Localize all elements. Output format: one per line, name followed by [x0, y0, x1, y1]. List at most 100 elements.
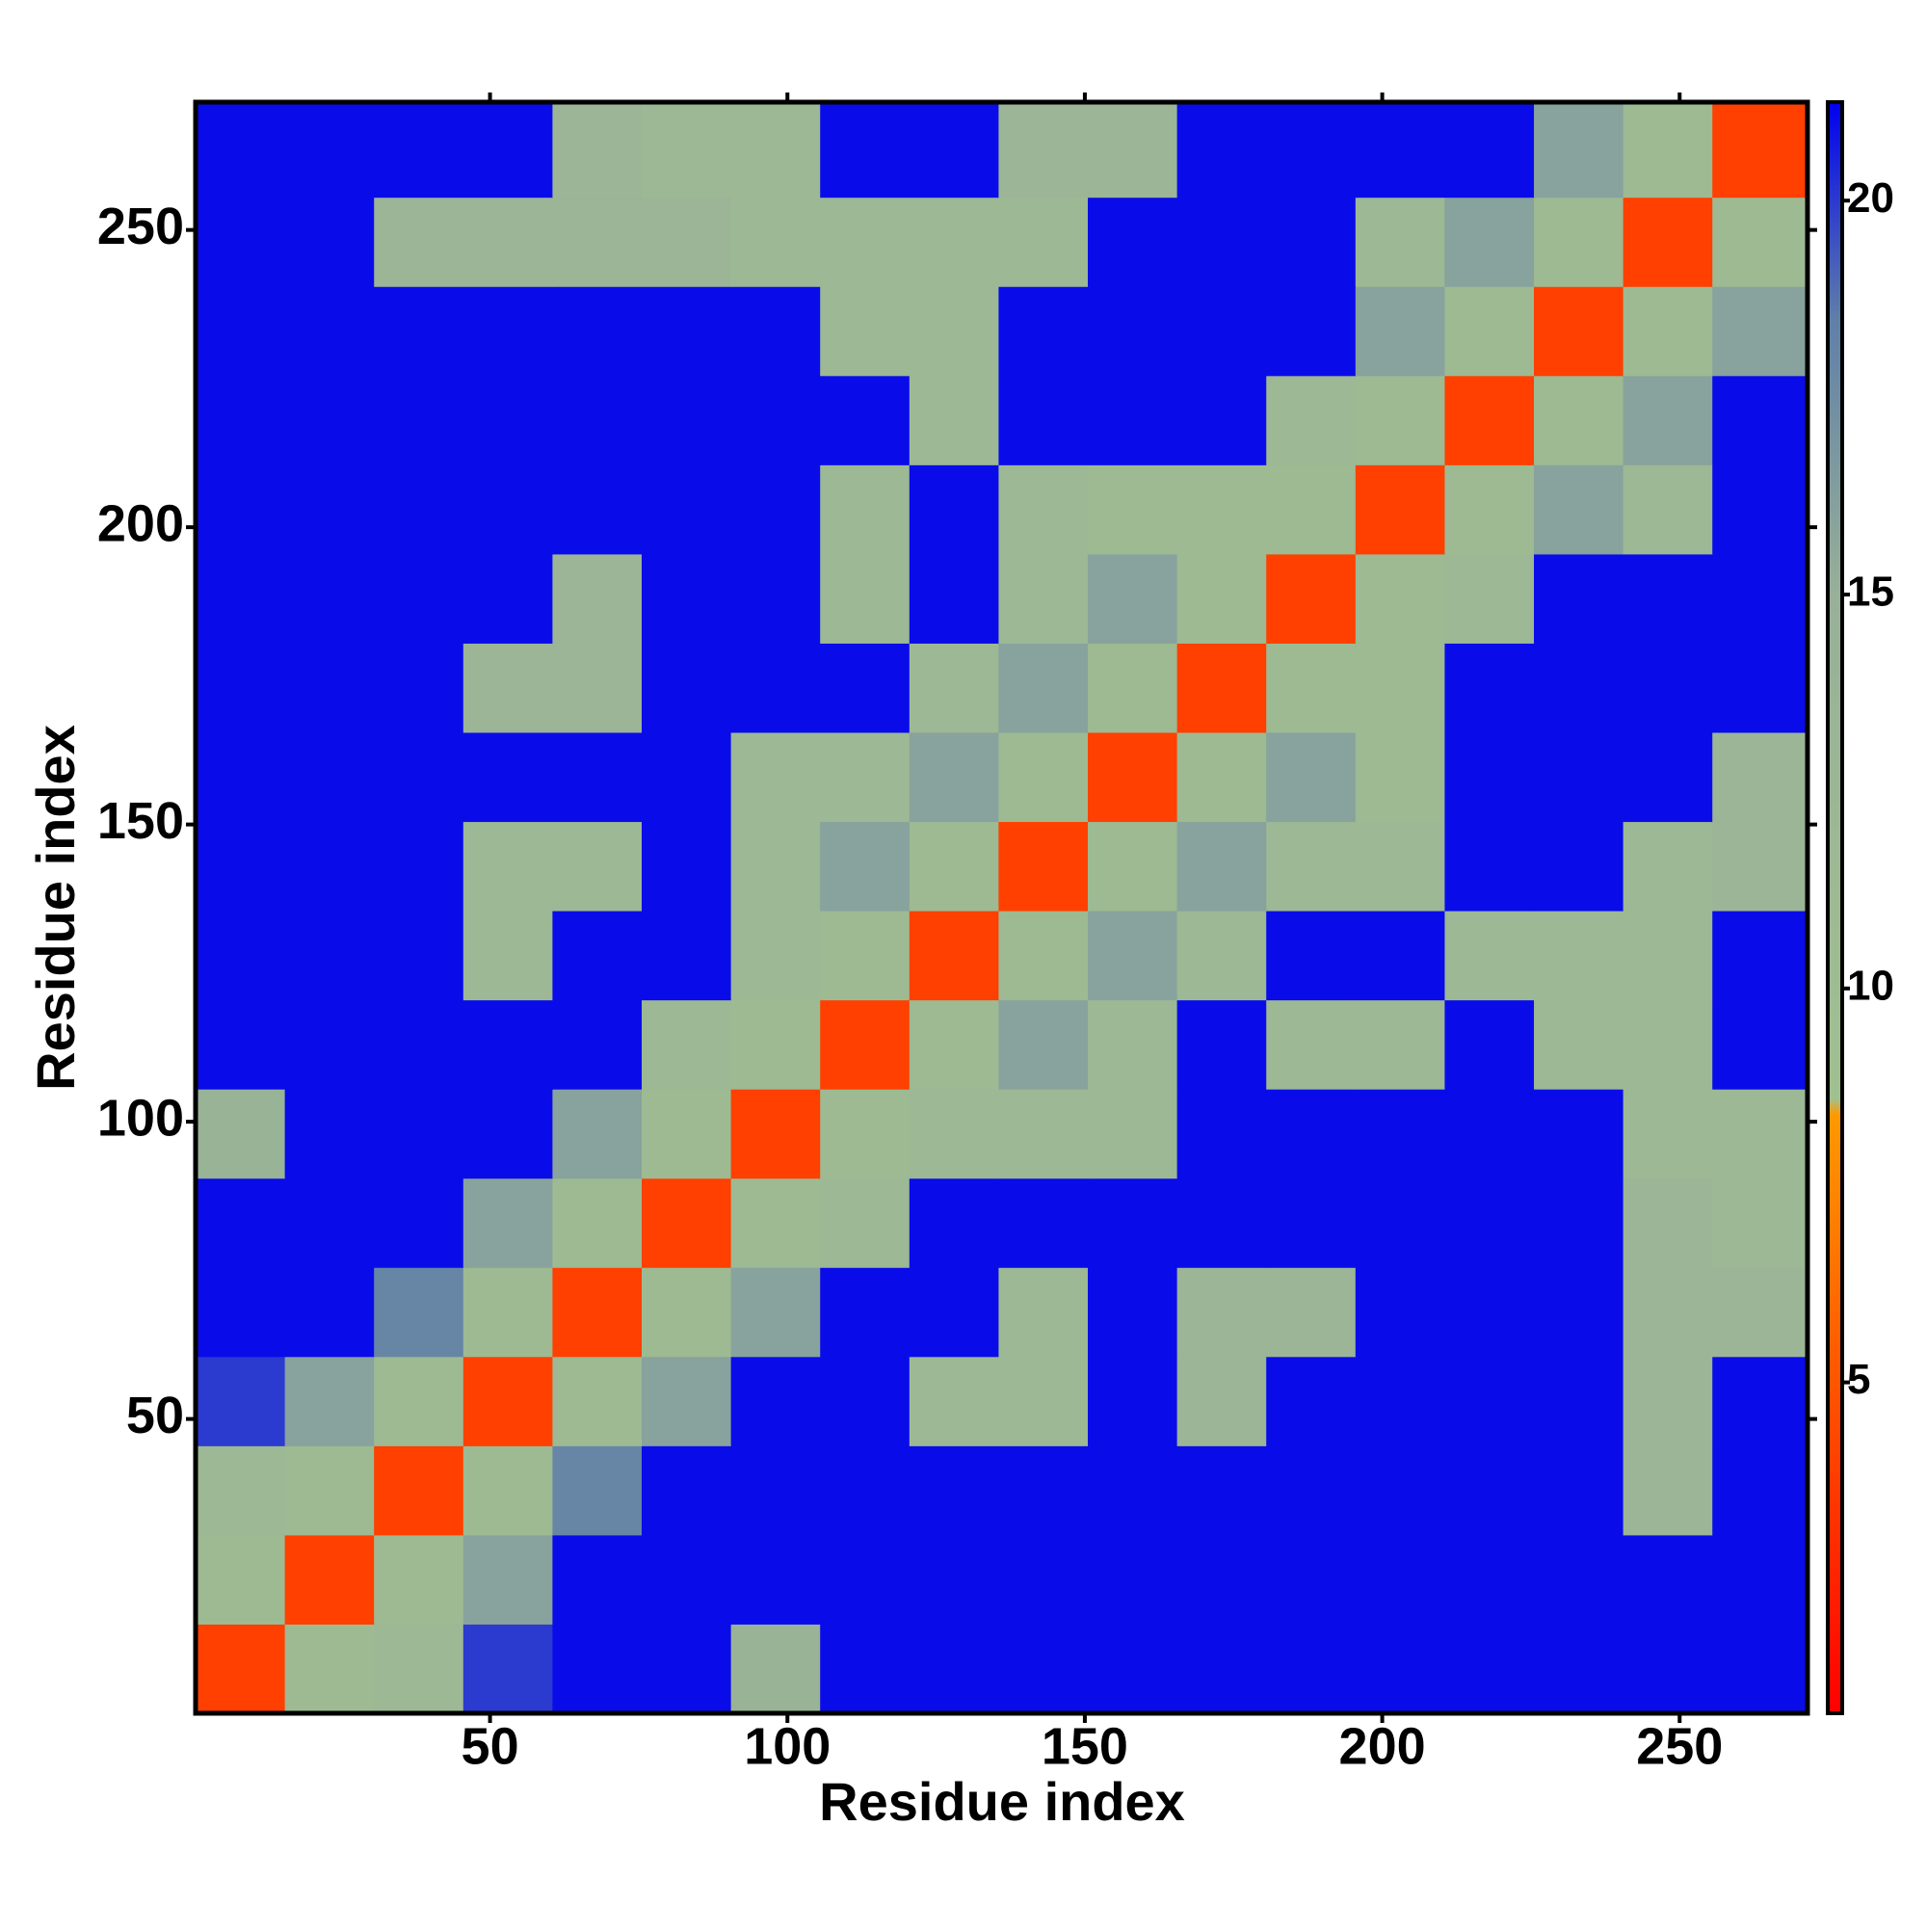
heatmap-cell: [1444, 999, 1535, 1090]
heatmap-cell: [1355, 1089, 1445, 1179]
heatmap-cell: [820, 821, 911, 912]
heatmap-cell: [284, 731, 375, 823]
heatmap-cell: [462, 1089, 553, 1179]
heatmap-cell: [552, 731, 643, 823]
heatmap-cell: [1266, 1178, 1357, 1268]
heatmap-cell: [998, 286, 1089, 377]
heatmap-cell: [1088, 1267, 1178, 1358]
heatmap-cell: [1355, 643, 1445, 733]
x-tick-label: 200: [1339, 1717, 1426, 1775]
heatmap-cell: [1266, 553, 1357, 644]
heatmap-cell: [1444, 1534, 1535, 1625]
heatmap-cell: [1444, 1267, 1535, 1358]
heatmap-cell: [998, 102, 1089, 198]
heatmap-cell: [730, 197, 821, 287]
heatmap-cell: [374, 821, 464, 912]
heatmap-cell: [462, 911, 553, 1001]
heatmap-cell: [820, 464, 911, 555]
heatmap-cell: [1266, 1089, 1357, 1179]
heatmap-cell: [1623, 1445, 1713, 1536]
heatmap-cell: [1623, 553, 1713, 644]
heatmap-cell: [462, 731, 553, 823]
heatmap-cell: [374, 1089, 464, 1179]
y-tick-label: 150: [97, 792, 184, 850]
heatmap-cell: [1623, 197, 1713, 287]
heatmap-cell: [196, 731, 286, 823]
heatmap-cell: [642, 911, 732, 1001]
heatmap-cell: [1355, 1356, 1445, 1446]
heatmap-cell: [552, 102, 643, 198]
heatmap-cell: [552, 553, 643, 644]
heatmap-cell: [642, 375, 732, 465]
heatmap-cell: [1534, 911, 1624, 1001]
y-tick-label: 50: [126, 1387, 184, 1444]
heatmap-cell: [642, 1624, 732, 1714]
heatmap-cell: [552, 464, 643, 555]
heatmap-cell: [552, 1445, 643, 1536]
heatmap-cell: [730, 553, 821, 644]
heatmap-cell: [1355, 821, 1445, 912]
heatmap-cell: [1176, 1267, 1267, 1358]
heatmap-cell: [462, 102, 553, 198]
heatmap-cell: [284, 375, 375, 465]
heatmap-cell: [1176, 911, 1267, 1001]
heatmap-cell: [642, 1445, 732, 1536]
heatmap-cell: [1088, 1534, 1178, 1625]
heatmap-cell: [820, 102, 911, 198]
heatmap-cell: [1534, 464, 1624, 555]
heatmap-cell: [1534, 553, 1624, 644]
heatmap-cell: [642, 553, 732, 644]
heatmap-cell: [1534, 1178, 1624, 1268]
heatmap-cell: [1444, 1089, 1535, 1179]
heatmap-cell: [909, 553, 999, 644]
heatmap-cell: [1176, 1624, 1267, 1714]
heatmap-cell: [1355, 911, 1445, 1001]
heatmap-cell: [1266, 1356, 1357, 1446]
heatmap-cell: [730, 731, 821, 823]
heatmap-cell: [1712, 999, 1808, 1090]
heatmap-cell: [1623, 1089, 1713, 1179]
heatmap-cell: [374, 464, 464, 555]
heatmap-cell: [1176, 286, 1267, 377]
heatmap-cell: [730, 643, 821, 733]
heatmap-cell: [998, 375, 1089, 465]
x-tick-label: 100: [744, 1717, 831, 1775]
heatmap-cell: [1444, 643, 1535, 733]
heatmap-cell: [552, 197, 643, 287]
heatmap-cell: [1176, 197, 1267, 287]
heatmap-cell: [1712, 1178, 1808, 1268]
heatmap-cell: [552, 286, 643, 377]
heatmap-cell: [196, 286, 286, 377]
heatmap-cell: [730, 464, 821, 555]
heatmap-cell: [1176, 1534, 1267, 1625]
heatmap-cell: [1534, 102, 1624, 198]
heatmap-cell: [374, 286, 464, 377]
heatmap-cell: [1712, 1534, 1808, 1625]
x-tick-label: 250: [1636, 1717, 1723, 1775]
heatmap-cell: [1712, 821, 1808, 912]
heatmap-cell: [1712, 464, 1808, 555]
heatmap-cell: [1266, 1445, 1357, 1536]
heatmap-cell: [1534, 1445, 1624, 1536]
heatmap-cell: [1088, 375, 1178, 465]
heatmap-cell: [909, 197, 999, 287]
heatmap-cell: [1534, 1534, 1624, 1625]
heatmap-cell: [1623, 1178, 1713, 1268]
heatmap-cell: [1176, 1356, 1267, 1446]
heatmap-cell: [1623, 643, 1713, 733]
heatmap-cell: [196, 1178, 286, 1268]
heatmap-cell: [1534, 197, 1624, 287]
heatmap-cell: [998, 464, 1089, 555]
heatmap-cell: [374, 731, 464, 823]
heatmap-cell: [730, 1445, 821, 1536]
heatmap-cell: [642, 731, 732, 823]
heatmap-cell: [909, 1624, 999, 1714]
heatmap-cell: [998, 731, 1089, 823]
heatmap-cell: [374, 911, 464, 1001]
heatmap-cell: [196, 1534, 286, 1625]
heatmap-cell: [284, 911, 375, 1001]
heatmap-cell: [462, 999, 553, 1090]
heatmap-cell: [1176, 1178, 1267, 1268]
heatmap-cell: [998, 821, 1089, 912]
heatmap-cell: [1266, 1267, 1357, 1358]
